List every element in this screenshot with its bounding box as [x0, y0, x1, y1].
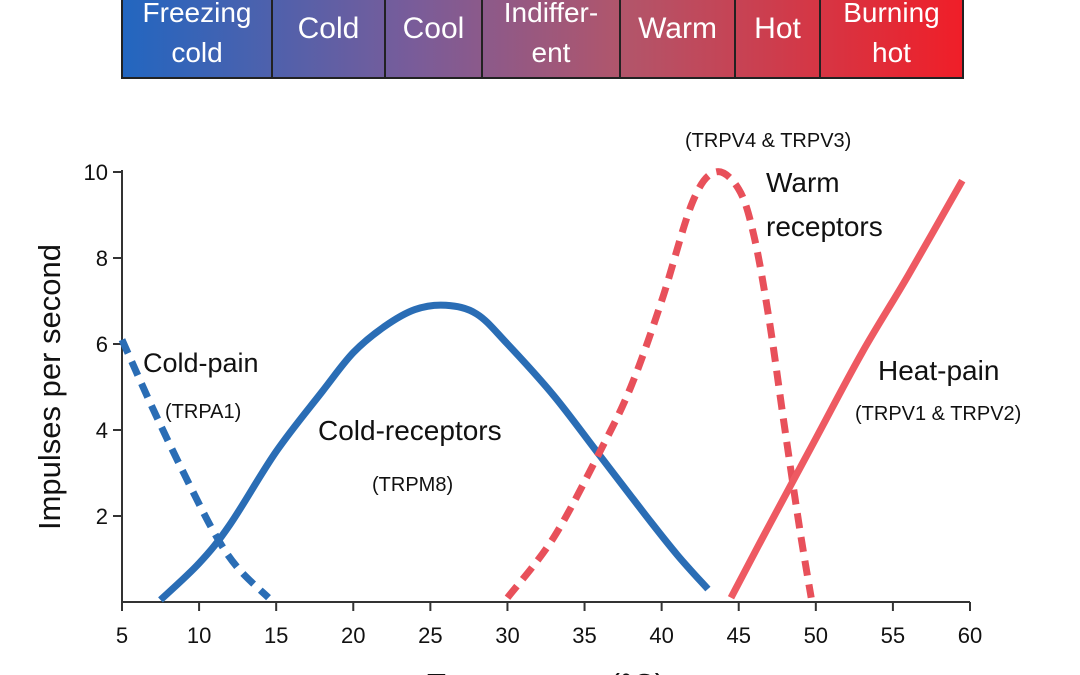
temp-segment-warm-label: Warm: [638, 12, 717, 45]
x-tick-label: 40: [649, 623, 673, 648]
temp-segment-cool-label: Cool: [403, 12, 465, 45]
y-axis-title: Impulses per second: [32, 244, 67, 530]
temp-segment-hot-label: Hot: [754, 12, 801, 45]
y-tick-label: 4: [96, 418, 108, 443]
y-tick-label: 8: [96, 246, 108, 271]
warm-receptors-receptor-label: (TRPV4 & TRPV3): [685, 130, 851, 152]
y-tick-label: 10: [84, 160, 108, 185]
temp-segment-freezing-label-line2: cold: [171, 37, 222, 68]
x-tick-label: 35: [572, 623, 596, 648]
x-axis-title: Temperature (°C): [427, 667, 665, 675]
x-tick-label: 45: [726, 623, 750, 648]
heat-pain-receptor-label: (TRPV1 & TRPV2): [855, 403, 1021, 425]
warm-receptors-label-line1: Warm: [766, 167, 840, 198]
temperature-sensation-bar: Freezing cold Cold Cool Indiffer-ent Warm Hot B…: [121, 0, 964, 79]
chart-axes: 5 10 15 20 25 30 35 40 45 50 55 60 2 4 6 8 10: [84, 160, 983, 648]
warm-receptors-label-line2: receptors: [766, 211, 883, 242]
series-layer: [118, 168, 966, 603]
x-tick-label: 20: [341, 623, 365, 648]
x-tick-label: 25: [418, 623, 442, 648]
x-tick-label: 55: [881, 623, 905, 648]
cold-pain-label: Cold-pain: [143, 348, 259, 378]
x-tick-label: 60: [958, 623, 982, 648]
temp-segment-burning-label-line2: hot: [872, 37, 911, 68]
x-tick-label: 30: [495, 623, 519, 648]
temp-segment-cold-label: Cold: [298, 12, 360, 45]
x-tick-label: 5: [116, 623, 128, 648]
temp-segment-burning-label-line1: Burning: [843, 0, 940, 28]
x-tick-label: 15: [264, 623, 288, 648]
temp-segment-freezing-label-line1: Freezing: [143, 0, 252, 28]
x-tick-label: 10: [187, 623, 211, 648]
cold-receptors-label: Cold-receptors: [318, 415, 502, 446]
temp-segment-indiffer-label-line1: Indiffer-: [504, 0, 598, 28]
series-line-warm-receptors: [504, 168, 815, 600]
y-tick-label: 2: [96, 504, 108, 529]
series-line-cold-receptors: [158, 301, 711, 603]
series-line-cold-pain: [118, 338, 271, 601]
y-tick-label: 6: [96, 332, 108, 357]
temp-segment-indiffer-label-line2: ent: [532, 37, 571, 68]
x-tick-label: 50: [804, 623, 828, 648]
cold-pain-receptor-label: (TRPA1): [165, 401, 241, 423]
series-line-heat-pain: [727, 178, 966, 600]
cold-receptors-receptor-label: (TRPM8): [372, 474, 453, 496]
heat-pain-label: Heat-pain: [878, 355, 999, 386]
